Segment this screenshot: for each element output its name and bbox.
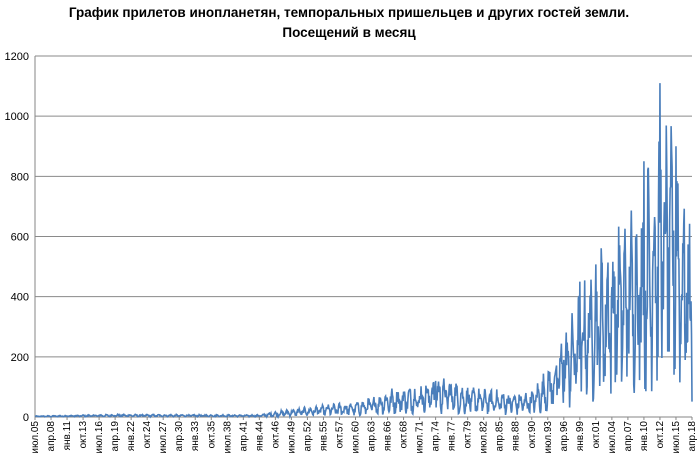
y-tick-label: 200	[11, 352, 29, 364]
x-tick-label: окт.46	[270, 421, 281, 449]
x-tick-label: июл.38	[222, 421, 233, 454]
x-tick-label: апр.96	[559, 421, 570, 452]
x-tick-label: янв.88	[511, 421, 522, 452]
x-tick-label: июл.71	[415, 421, 426, 454]
x-tick-label: янв.77	[447, 421, 458, 452]
x-tick-label: апр.07	[623, 421, 634, 452]
y-tick-label: 400	[11, 292, 29, 304]
y-tick-label: 600	[11, 232, 29, 244]
x-tick-label: янв.10	[639, 421, 650, 452]
x-tick-label: июл.05	[30, 421, 41, 454]
x-tick-label: янв.55	[318, 421, 329, 452]
x-tick-label: окт.12	[655, 421, 666, 449]
x-tick-label: окт.35	[206, 421, 217, 449]
x-tick-label: апр.30	[174, 421, 185, 452]
x-tick-label: окт.57	[334, 421, 345, 449]
x-tick-label: апр.85	[495, 421, 506, 452]
x-tick-label: июл.60	[350, 421, 361, 454]
y-tick-label: 0	[23, 412, 29, 424]
series-line	[34, 83, 693, 420]
x-tick-label: июл.04	[607, 421, 618, 454]
y-tick-label: 1000	[5, 111, 29, 123]
x-tick-label: апр.52	[302, 421, 313, 452]
x-tick-label: окт.79	[463, 421, 474, 449]
x-tick-label: июл.82	[479, 421, 490, 454]
x-tick-label: окт.24	[142, 421, 153, 449]
x-tick-label: янв.44	[254, 421, 265, 452]
x-tick-label: окт.90	[527, 421, 538, 449]
x-tick-label: июл.15	[671, 421, 682, 454]
x-tick-label: апр.19	[110, 421, 121, 452]
y-tick-label: 1200	[5, 51, 29, 63]
chart-subtitle: Посещений в месяц	[282, 25, 416, 40]
x-tick-label: апр.41	[238, 421, 249, 452]
x-tick-label: окт.01	[591, 421, 602, 449]
x-tick-label: июл.49	[286, 421, 297, 454]
x-tick-label: апр.08	[46, 421, 57, 452]
x-tick-label: июл.16	[94, 421, 105, 454]
x-tick-label: апр.18	[687, 421, 698, 452]
x-tick-label: окт.68	[399, 421, 410, 449]
x-tick-label: янв.22	[126, 421, 137, 452]
x-tick-label: янв.99	[575, 421, 586, 452]
x-tick-label: июл.93	[543, 421, 554, 454]
x-tick-label: янв.11	[62, 421, 73, 451]
x-tick-label: янв.33	[190, 421, 201, 452]
x-tick-label: окт.13	[78, 421, 89, 449]
x-tick-label: апр.74	[431, 421, 442, 452]
x-tick-label: июл.27	[158, 421, 169, 454]
y-tick-label: 800	[11, 171, 29, 183]
chart-title: График прилетов инопланетян, темпоральны…	[68, 5, 630, 20]
x-tick-label: янв.66	[383, 421, 394, 452]
x-tick-label: апр.63	[367, 421, 378, 452]
